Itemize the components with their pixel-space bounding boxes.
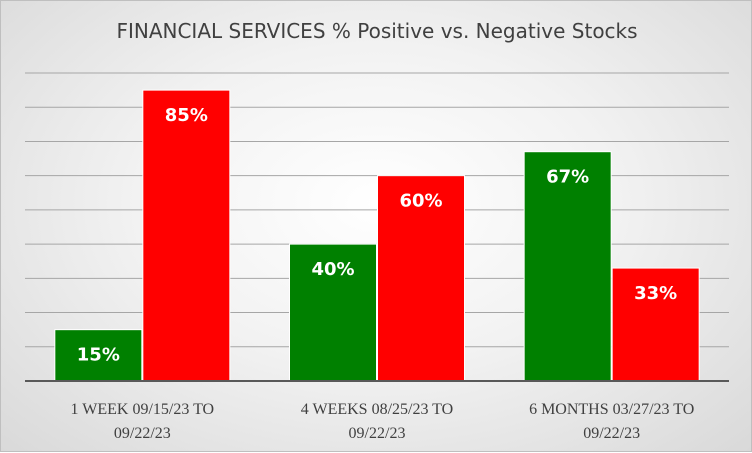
category-label: 1 WEEK 09/15/23 TO	[71, 401, 215, 418]
category-label: 09/22/23	[583, 425, 640, 442]
bar-negative	[377, 175, 465, 382]
chart-title: FINANCIAL SERVICES % Positive vs. Negati…	[116, 19, 638, 43]
data-label: 33%	[634, 283, 677, 304]
bar-positive	[523, 151, 612, 382]
data-label: 85%	[165, 105, 208, 126]
bar-positive	[289, 243, 377, 382]
data-label: 67%	[546, 167, 589, 188]
data-label: 60%	[399, 191, 442, 212]
bar-negative	[142, 89, 231, 382]
category-label: 09/22/23	[114, 425, 171, 442]
data-label: 40%	[311, 259, 354, 280]
category-label: 6 MONTHS 03/27/23 TO	[529, 401, 694, 418]
category-label: 09/22/23	[349, 425, 406, 442]
category-label: 4 WEEKS 08/25/23 TO	[301, 401, 453, 418]
bar-positive	[54, 329, 143, 382]
data-label: 15%	[77, 345, 120, 366]
